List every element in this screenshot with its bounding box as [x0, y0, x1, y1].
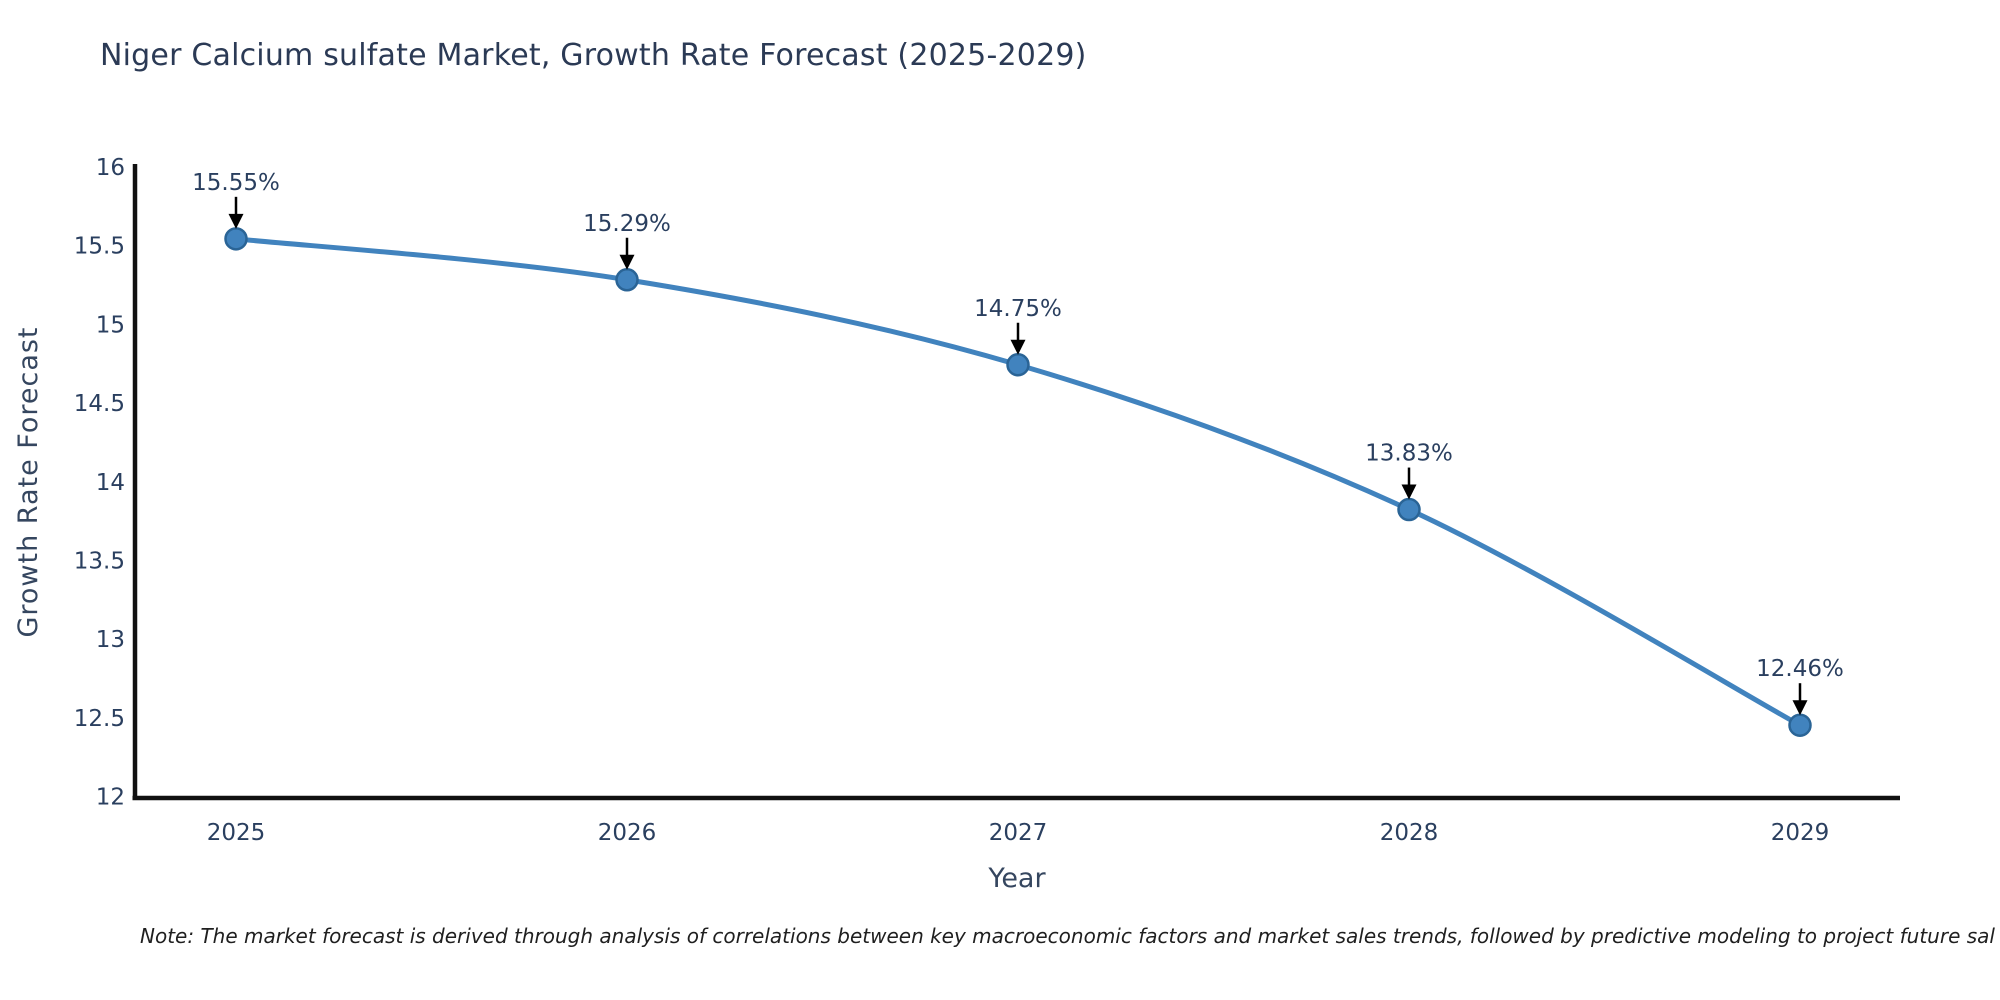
x-tick-label: 2028 [1380, 820, 1439, 846]
annotation-arrowhead-icon [228, 213, 244, 229]
annotation-arrowhead-icon [1792, 700, 1808, 716]
y-axis-title: Growth Rate Forecast [13, 326, 44, 638]
data-point-label: 12.46% [1756, 656, 1844, 682]
data-point-label: 14.75% [974, 296, 1062, 322]
y-tick-label: 15.5 [74, 234, 125, 260]
data-point-label: 13.83% [1365, 441, 1453, 467]
data-point-marker [224, 227, 248, 251]
annotation-arrowhead-icon [619, 254, 635, 270]
data-point-marker [1397, 497, 1421, 522]
annotation-arrowhead-icon [1010, 339, 1026, 355]
y-tick-label: 13 [96, 627, 125, 653]
y-tick-label: 16 [96, 155, 125, 181]
data-point-marker [1006, 353, 1030, 377]
x-tick-label: 2026 [598, 820, 657, 846]
x-tick-label: 2029 [1771, 820, 1830, 846]
data-point-marker [615, 268, 639, 292]
y-tick-label: 12.5 [74, 706, 125, 732]
chart-title: Niger Calcium sulfate Market, Growth Rat… [100, 38, 1087, 73]
x-tick-label: 2027 [989, 820, 1048, 846]
y-tick-label: 13.5 [74, 549, 125, 575]
y-tick-label: 14 [96, 470, 125, 496]
y-tick-label: 15 [96, 312, 125, 338]
data-point-label: 15.29% [583, 211, 671, 237]
x-axis-title: Year [988, 863, 1046, 894]
annotation-arrowhead-icon [1401, 484, 1417, 500]
data-point-marker [1788, 713, 1812, 737]
data-point-label: 15.55% [192, 170, 280, 196]
x-tick-label: 2025 [207, 820, 266, 846]
forecast-note: Note: The market forecast is derived thr… [140, 924, 1995, 948]
y-tick-label: 12 [96, 785, 125, 811]
y-tick-label: 14.5 [74, 391, 125, 417]
